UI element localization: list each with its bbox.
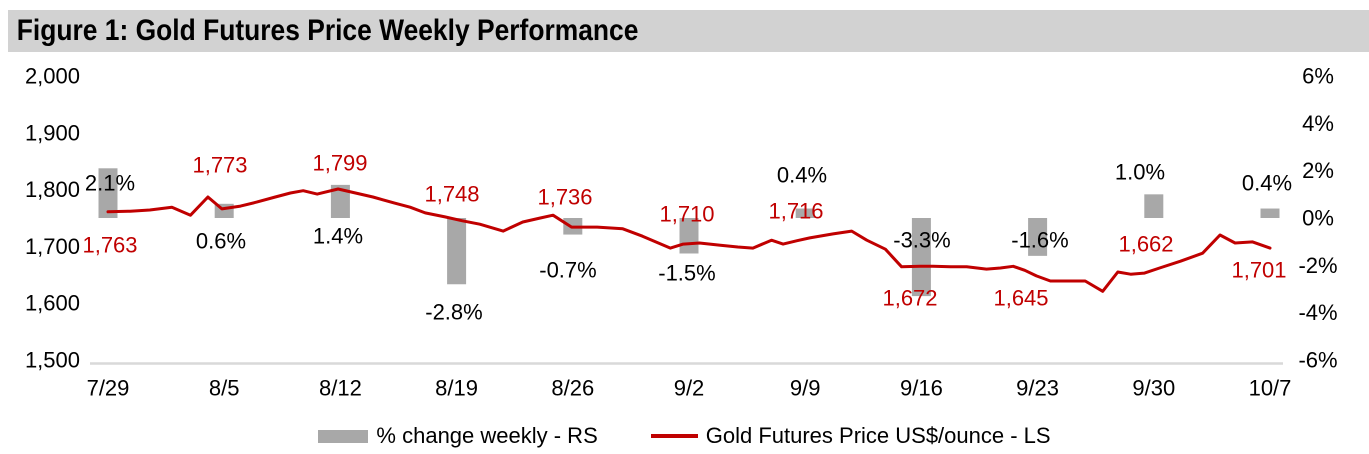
price-value-label: 1,645 (993, 286, 1048, 311)
bar-value-label: 2.1% (85, 171, 135, 196)
bar-pct-change (1028, 218, 1048, 256)
bar-pct-change (330, 184, 350, 218)
x-axis-label: 9/30 (1132, 376, 1175, 401)
bar-pct-change (911, 218, 931, 297)
price-value-label: 1,662 (1118, 232, 1173, 257)
bar-value-label: -1.6% (1011, 228, 1068, 253)
x-axis-label: 8/5 (209, 376, 240, 401)
y-axis-left-tick: 2,000 (25, 64, 80, 89)
price-value-label: 1,748 (424, 182, 479, 207)
price-value-label: 1,763 (82, 233, 137, 258)
chart-legend: % change weekly - RS Gold Futures Price … (0, 423, 1369, 449)
legend-line-swatch-icon (650, 434, 698, 438)
price-value-label: 1,736 (537, 185, 592, 210)
y-axis-left-tick: 1,900 (25, 120, 80, 145)
bar-value-label: 0.4% (1242, 171, 1292, 196)
bar-pct-change (1144, 194, 1164, 218)
price-value-label: 1,716 (768, 199, 823, 224)
y-axis-left-tick: 1,800 (25, 177, 80, 202)
bar-value-label: 1.4% (313, 224, 363, 249)
x-axis-label: 9/23 (1016, 376, 1059, 401)
x-axis-label: 8/12 (319, 376, 362, 401)
y-axis-right-tick: 0% (1302, 206, 1334, 231)
bar-value-label: -1.5% (658, 261, 715, 286)
bar-pct-change (795, 208, 815, 218)
x-axis-label: 9/16 (900, 376, 943, 401)
y-axis-left-tick: 1,500 (25, 348, 80, 373)
legend-bar-label: % change weekly - RS (376, 423, 598, 448)
price-value-label: 1,710 (659, 202, 714, 227)
bar-pct-change (447, 218, 467, 285)
legend-item-line: Gold Futures Price US$/ounce - LS (650, 423, 1051, 449)
bar-value-label: 0.4% (777, 163, 827, 188)
x-axis-label: 8/26 (551, 376, 594, 401)
price-value-label: 1,701 (1231, 258, 1286, 283)
gold-price-line (106, 187, 1272, 293)
y-axis-right-tick: 4% (1302, 111, 1334, 136)
y-axis-right-tick: -4% (1298, 300, 1337, 325)
figure-title: Figure 1: Gold Futures Price Weekly Perf… (16, 14, 639, 47)
y-axis-left-tick: 1,600 (25, 291, 80, 316)
x-axis-label: 8/19 (435, 376, 478, 401)
bar-value-label: -3.3% (893, 228, 950, 253)
bar-value-label: 0.6% (196, 229, 246, 254)
price-value-label: 1,672 (882, 286, 937, 311)
x-axis-label: 7/29 (87, 376, 130, 401)
price-value-label: 1,799 (312, 151, 367, 176)
legend-bar-swatch-icon (318, 429, 369, 443)
y-axis-right-tick: 2% (1302, 158, 1334, 183)
y-axis-left-tick: 1,700 (25, 234, 80, 259)
y-axis-right-tick: 6% (1302, 64, 1334, 89)
y-axis-right-tick: -6% (1298, 348, 1337, 373)
bar-pct-change (98, 168, 118, 218)
bar-value-label: 1.0% (1115, 160, 1165, 185)
y-axis-right-tick: -2% (1298, 253, 1337, 278)
figure-title-bar: Figure 1: Gold Futures Price Weekly Perf… (8, 10, 1369, 52)
bar-value-label: -0.7% (539, 258, 596, 283)
legend-item-bar: % change weekly - RS (318, 423, 598, 449)
legend-line-label: Gold Futures Price US$/ounce - LS (705, 423, 1051, 448)
x-axis-label: 9/2 (674, 376, 705, 401)
x-axis-label: 10/7 (1249, 376, 1292, 401)
price-value-label: 1,773 (192, 153, 247, 178)
x-axis-label: 9/9 (790, 376, 821, 401)
bar-pct-change (1260, 208, 1280, 218)
bar-value-label: -2.8% (425, 300, 482, 325)
